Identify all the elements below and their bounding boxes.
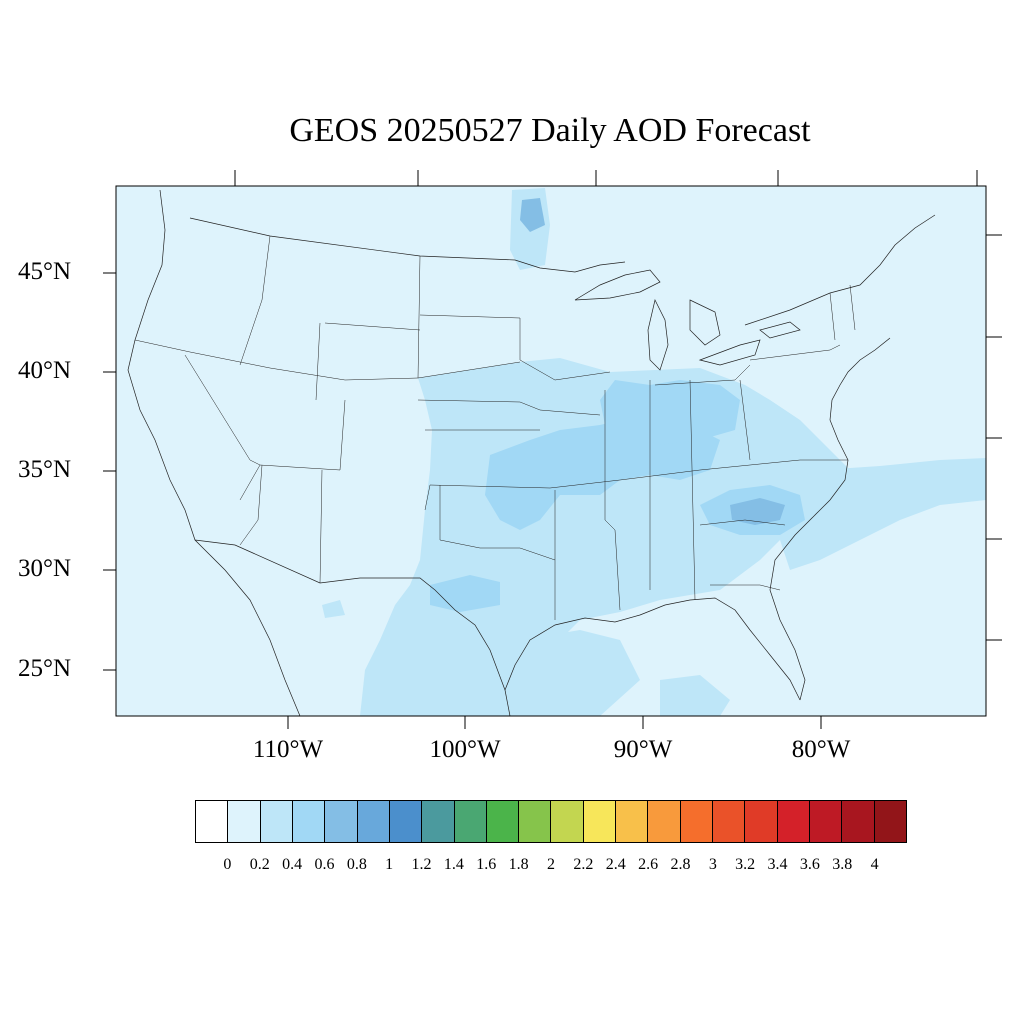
colorbar-label: 0: [223, 856, 232, 873]
lon-label-90w: 90°W: [613, 736, 673, 763]
lon-label-100w: 100°W: [429, 736, 501, 763]
pacific-coast: [127, 189, 301, 716]
colorbar-box: [680, 801, 713, 842]
colorbar-box: [874, 801, 906, 842]
lake-michigan: [647, 298, 669, 371]
colorbar-label: 0.4: [282, 856, 303, 873]
colorbar-box: [713, 801, 746, 842]
aod-region-mn-core: [520, 198, 545, 232]
colorbar-box: [519, 801, 552, 842]
colorbar-label: 3: [708, 856, 717, 873]
colorbar-label: 2: [547, 856, 555, 873]
colorbar-box: [325, 801, 358, 842]
atlantic-coast: [769, 337, 891, 701]
lake-ontario: [759, 321, 801, 339]
lat-label-25: 25°N: [18, 655, 72, 682]
colorbar-box: [228, 801, 261, 842]
colorbar-box: [260, 801, 293, 842]
aod-region-west-patch: [322, 600, 345, 618]
colorbar-box: [422, 801, 455, 842]
colorbar-box: [486, 801, 520, 842]
colorbar-label: 3.4: [767, 856, 788, 873]
gulf-coast: [504, 597, 801, 701]
aod-region-plains: [360, 358, 850, 716]
colorbar-label: 2.2: [573, 856, 594, 873]
colorbar-label: 3.8: [832, 856, 853, 873]
aod-region-ohio: [600, 380, 740, 445]
lat-label-35: 35°N: [18, 456, 72, 483]
colorbar-box: [551, 801, 584, 842]
colorbar-box: [389, 801, 423, 842]
aod-region-gulf: [500, 630, 640, 716]
axis-ticks: [103, 170, 1002, 729]
aod-region-atlantic: [780, 458, 986, 570]
colorbar-label: 0.6: [314, 856, 335, 873]
state-borders: [134, 235, 856, 620]
colorbar-label: 1: [385, 856, 394, 873]
canada-border: [189, 217, 626, 273]
title-container: GEOS 20250527 Daily AOD Forecast: [0, 0, 1024, 170]
colorbar-box: [648, 801, 681, 842]
aod-region-sc-core: [730, 498, 785, 525]
lat-label-40: 40°N: [18, 357, 72, 384]
lake-huron: [689, 299, 721, 346]
colorbar-label: 1.4: [443, 856, 464, 873]
aod-field: [322, 188, 986, 716]
colorbar-label: 4: [870, 856, 879, 873]
colorbar-label: 3.2: [735, 856, 756, 873]
mexico-border: [194, 539, 511, 716]
colorbar-box: [196, 801, 229, 842]
lat-label-30: 30°N: [18, 555, 72, 582]
aod-region-atlantic-low: [660, 675, 730, 716]
colorbar-label: 0.8: [346, 856, 367, 873]
lat-label-45: 45°N: [18, 258, 72, 285]
colorbar-box: [842, 801, 875, 842]
lon-label-110w: 110°W: [252, 736, 324, 763]
map-title: GEOS 20250527 Daily AOD Forecast: [289, 112, 811, 149]
colorbar: [195, 800, 907, 843]
colorbar-box: [357, 801, 390, 842]
colorbar-label: 1.8: [508, 856, 529, 873]
colorbar-box: [454, 801, 487, 842]
colorbar-label: 1.6: [476, 856, 497, 873]
colorbar-box: [292, 801, 326, 842]
colorbar-label: 2.6: [638, 856, 659, 873]
colorbar-label: 2.4: [605, 856, 626, 873]
colorbar-label: 2.8: [670, 856, 691, 873]
colorbar-label: 3.6: [799, 856, 820, 873]
colorbar-box: [616, 801, 649, 842]
lon-label-80w: 80°W: [791, 736, 851, 763]
lake-erie: [698, 339, 761, 366]
colorbar-box: [745, 801, 778, 842]
map-frame: [115, 185, 987, 717]
colorbar-box: [809, 801, 843, 842]
colorbar-label: 0.2: [249, 856, 270, 873]
colorbar-box: [777, 801, 810, 842]
lake-superior: [574, 269, 661, 301]
boundaries: [127, 189, 936, 716]
colorbar-box: [583, 801, 617, 842]
colorbar-label: 1.2: [411, 856, 432, 873]
canada-border-east: [744, 214, 936, 326]
aod-region-central: [485, 420, 720, 530]
